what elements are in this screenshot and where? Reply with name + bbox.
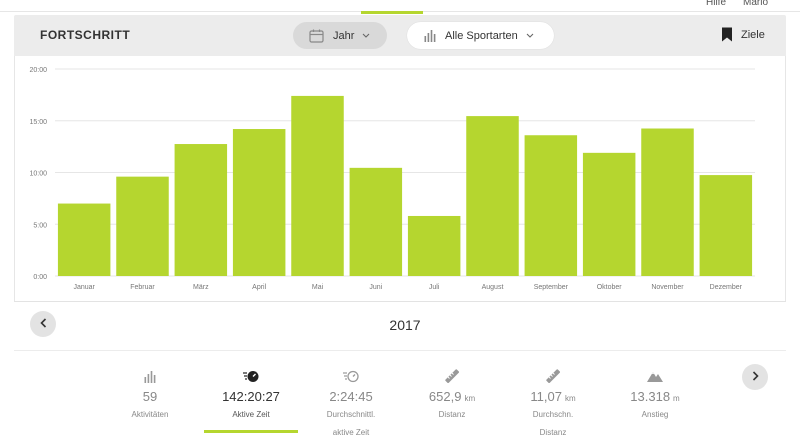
chevron-left-icon — [39, 315, 47, 333]
stat-number: 11,07 — [530, 389, 562, 404]
x-tick-label: November — [651, 284, 684, 291]
stat-label: Durchschnittl. aktive Zeit — [303, 407, 399, 436]
stat-value: 59 — [102, 389, 198, 404]
stat-number: 142:20:27 — [222, 389, 280, 404]
stat-unit: m — [673, 394, 680, 403]
stat-aktive-zeit[interactable]: 142:20:27 Aktive Zeit — [203, 368, 299, 423]
stat-value: 652,9 km — [404, 389, 500, 404]
y-tick-label: 0:00 — [33, 274, 47, 281]
bar-märz[interactable] — [174, 144, 228, 276]
bar-november[interactable] — [641, 128, 694, 276]
stat-label: Aktive Zeit — [203, 407, 299, 423]
stat-value: 13.318 m — [607, 389, 703, 404]
active-nav-indicator — [361, 11, 423, 14]
progress-header: FORTSCHRITT Jahr — [14, 15, 786, 56]
stat-label: Aktivitäten — [102, 407, 198, 423]
stat-distanz[interactable]: 652,9 km Distanz — [404, 368, 500, 423]
stat-number: 59 — [142, 389, 158, 404]
stat-unit: km — [464, 394, 476, 403]
chart-panel: 0:00 5:00 10:00 15:00 20:00 Januar Februar März… — [14, 56, 786, 301]
previous-year-button[interactable] — [30, 311, 56, 337]
x-tick-label: September — [534, 284, 569, 291]
stat-label: Durchschn. Distanz — [505, 407, 601, 436]
ruler-icon — [505, 368, 601, 384]
stopwatch-icon — [203, 368, 299, 384]
x-tick-label: August — [482, 284, 504, 291]
x-tick-label: Februar — [130, 284, 155, 291]
stat-label-line: Durchschn. — [532, 410, 574, 419]
ruler-icon — [404, 368, 500, 384]
stat-label: Anstieg — [607, 407, 703, 423]
year-label: 2017 — [389, 317, 421, 333]
stat-label: Distanz — [404, 407, 500, 423]
chevron-down-icon — [526, 33, 534, 38]
mountain-icon — [607, 368, 703, 384]
bar-april[interactable] — [232, 129, 286, 276]
stat-anstieg[interactable]: 13.318 m Anstieg — [607, 368, 703, 423]
x-tick-label: März — [193, 284, 209, 291]
x-tick-label: Juni — [369, 284, 382, 291]
y-tick-label: 15:00 — [29, 119, 47, 126]
monthly-activity-bar-chart: 0:00 5:00 10:00 15:00 20:00 Januar Februar März… — [29, 67, 755, 291]
x-tick-label: Dezember — [710, 284, 743, 291]
y-tick-label: 5:00 — [33, 222, 47, 229]
bar-august[interactable] — [466, 116, 519, 276]
stat-durchschnittl[interactable]: 2:24:45 Durchschnittl. aktive Zeit — [303, 368, 399, 436]
x-tick-label: Juli — [429, 284, 440, 291]
y-tick-label: 20:00 — [29, 67, 47, 74]
period-dropdown[interactable]: Jahr — [293, 22, 387, 49]
page-title: FORTSCHRITT — [40, 28, 131, 42]
stat-number: 13.318 — [630, 389, 671, 404]
bar-januar[interactable] — [57, 203, 111, 276]
calendar-icon — [309, 29, 324, 43]
stat-durchschn[interactable]: 11,07 km Durchschn. Distanz — [505, 368, 601, 436]
bar-juli[interactable] — [407, 215, 461, 276]
user-menu-link[interactable]: Mario — [743, 0, 769, 8]
goals-label: Ziele — [741, 28, 765, 41]
stat-value: 11,07 km — [505, 389, 601, 404]
chevron-right-icon — [752, 368, 759, 386]
stat-label-line: Distanz — [438, 410, 466, 419]
x-tick-label: Oktober — [597, 284, 623, 291]
stat-label-line: Distanz — [539, 428, 567, 436]
y-tick-label: 10:00 — [29, 171, 47, 178]
sport-filter-dropdown[interactable]: Alle Sportarten — [407, 22, 554, 49]
stat-label-line: Anstieg — [641, 410, 669, 419]
x-tick-label: Januar — [73, 284, 95, 291]
stat-label-line: aktive Zeit — [332, 428, 370, 436]
help-link[interactable]: Hilfe — [706, 0, 727, 8]
bar-dezember[interactable] — [699, 175, 753, 276]
stat-value: 2:24:45 — [303, 389, 399, 404]
next-stats-button[interactable] — [742, 364, 768, 390]
stat-unit: km — [564, 394, 576, 403]
bar-juni[interactable] — [349, 167, 403, 276]
active-stat-indicator — [204, 430, 298, 433]
stat-number: 2:24:45 — [329, 389, 373, 404]
bookmark-icon — [721, 27, 733, 42]
stat-value: 142:20:27 — [203, 389, 299, 404]
stat-number: 652,9 — [428, 389, 462, 404]
average-stopwatch-icon — [303, 368, 399, 384]
stat-label-line: Aktive Zeit — [232, 410, 270, 419]
sport-filter-label: Alle Sportarten — [445, 29, 518, 42]
divider — [14, 350, 786, 351]
stat-label-line: Durchschnittl. — [326, 410, 376, 419]
stat-label-line: Aktivitäten — [131, 410, 169, 419]
bar-september[interactable] — [524, 135, 578, 276]
divider — [14, 301, 786, 302]
x-tick-label: Mai — [312, 284, 324, 291]
bar-mai[interactable] — [291, 95, 344, 276]
chevron-down-icon — [362, 33, 370, 38]
bar-chart-icon — [102, 368, 198, 384]
bar-februar[interactable] — [116, 176, 169, 276]
x-tick-label: April — [252, 284, 266, 291]
period-label: Jahr — [333, 29, 355, 42]
bar-chart-icon — [424, 29, 436, 42]
bar-oktober[interactable] — [582, 152, 636, 276]
goals-button[interactable]: Ziele — [721, 27, 765, 42]
stat-aktivitäten[interactable]: 59 Aktivitäten — [102, 368, 198, 423]
